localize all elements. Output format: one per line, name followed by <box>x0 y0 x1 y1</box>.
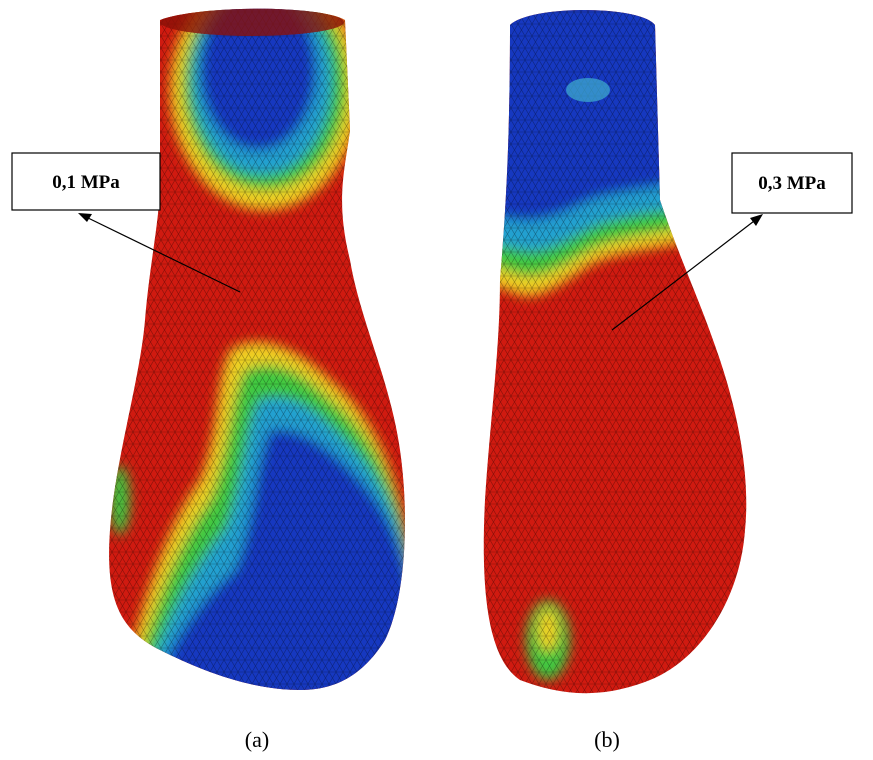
figure: 0,1 MPa 0,3 MPa (a) (b) <box>0 0 873 760</box>
stress-label: 0,1 MPa <box>52 172 120 193</box>
foot-model-a <box>100 0 420 700</box>
foot-model-b <box>480 0 760 700</box>
panel-caption: (b) <box>594 727 620 752</box>
stress-label: 0,3 MPa <box>758 173 826 194</box>
page: 0,1 MPa 0,3 MPa (a) (b) (() => { const d… <box>0 0 873 760</box>
panel-caption: (a) <box>245 727 269 752</box>
